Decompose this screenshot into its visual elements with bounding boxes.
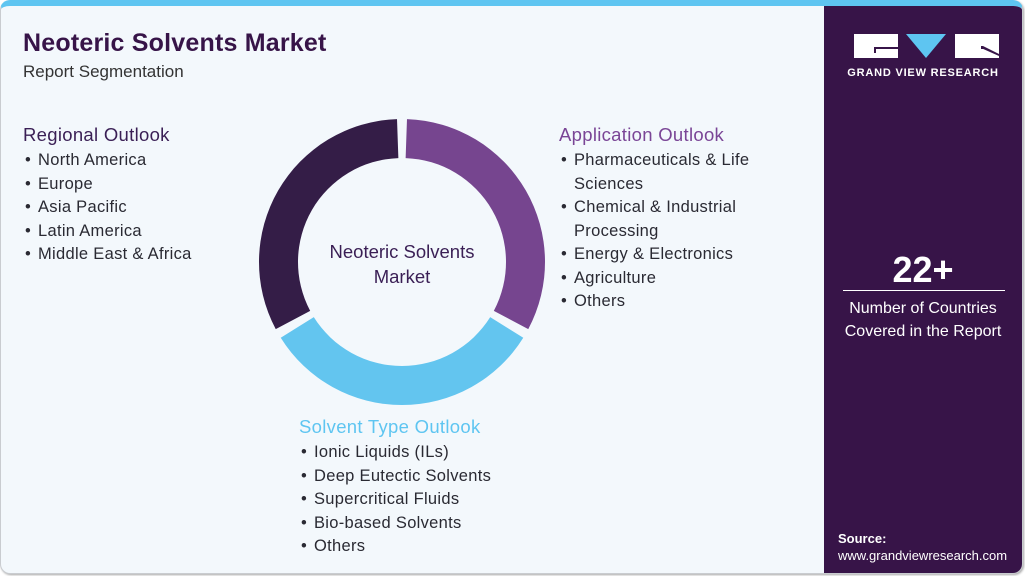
regional-outlook-section: Regional Outlook North America Europe As… — [23, 124, 192, 267]
list-item: Energy & Electronics — [559, 243, 769, 267]
list-item: Agriculture — [559, 267, 769, 291]
segmentation-donut-chart — [258, 119, 545, 406]
list-item: Latin America — [23, 220, 192, 244]
donut-center-label: Neoteric Solvents Market — [302, 239, 502, 289]
brand-sidebar: GRAND VIEW RESEARCH 22+ Number of Countr… — [824, 6, 1022, 573]
source-label: Source: — [838, 531, 887, 546]
list-item: Pharmaceuticals & Life Sciences — [559, 149, 769, 196]
brand-name: GRAND VIEW RESEARCH — [847, 67, 999, 79]
stat-divider — [843, 290, 1005, 291]
donut-segment-application — [405, 119, 545, 330]
countries-count: 22+ — [892, 249, 954, 290]
list-item: Ionic Liquids (ILs) — [299, 441, 491, 465]
countries-label-line2: Covered in the Report — [844, 323, 1002, 340]
list-item: North America — [23, 149, 192, 173]
list-item: Chemical & Industrial Processing — [559, 196, 769, 243]
list-item: Asia Pacific — [23, 196, 192, 220]
page-subtitle: Report Segmentation — [23, 62, 184, 81]
donut-center-line2: Market — [373, 266, 431, 287]
list-item: Middle East & Africa — [23, 243, 192, 267]
solvent-type-outlook-heading: Solvent Type Outlook — [299, 416, 481, 437]
list-item: Others — [559, 290, 769, 314]
regional-outlook-heading: Regional Outlook — [23, 124, 170, 145]
countries-label: Number of Countries Covered in the Repor… — [824, 297, 1022, 343]
grand-view-research-logo-icon — [854, 34, 999, 58]
list-item: Europe — [23, 173, 192, 197]
list-item: Others — [299, 535, 491, 559]
countries-label-line1: Number of Countries — [849, 300, 997, 317]
donut-segment-regional — [258, 119, 399, 330]
list-item: Supercritical Fluids — [299, 488, 491, 512]
list-item: Deep Eutectic Solvents — [299, 465, 491, 489]
donut-center-line1: Neoteric Solvents — [329, 241, 475, 262]
solvent-type-outlook-list: Ionic Liquids (ILs) Deep Eutectic Solven… — [299, 441, 491, 559]
regional-outlook-list: North America Europe Asia Pacific Latin … — [23, 149, 192, 267]
source-url: www.grandviewresearch.com — [838, 548, 1008, 563]
application-outlook-heading: Application Outlook — [559, 124, 725, 145]
donut-segment-solvent-type — [280, 317, 524, 406]
solvent-type-outlook-section: Solvent Type Outlook Ionic Liquids (ILs)… — [299, 416, 491, 559]
application-outlook-section: Application Outlook Pharmaceuticals & Li… — [559, 124, 769, 314]
list-item: Bio-based Solvents — [299, 512, 491, 536]
application-outlook-list: Pharmaceuticals & Life Sciences Chemical… — [559, 149, 769, 314]
page-title: Neoteric Solvents Market — [23, 29, 327, 57]
